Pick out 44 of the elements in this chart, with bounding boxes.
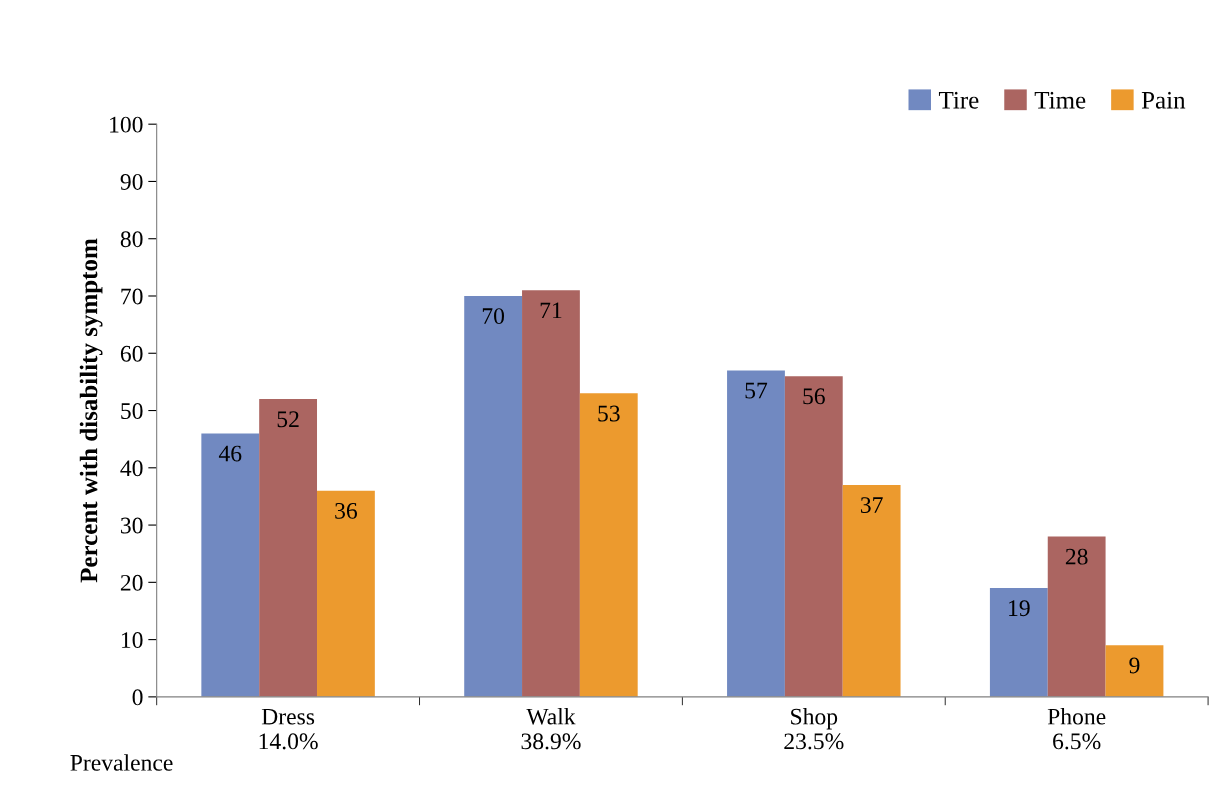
y-tick-label: 10 <box>121 632 143 649</box>
y-tick-label: 20 <box>120 574 143 591</box>
bar <box>1105 645 1164 697</box>
x-tick-label: Dress 14.0% <box>259 708 318 750</box>
bar <box>727 370 785 697</box>
bar <box>784 376 843 697</box>
data-label: 70 <box>482 308 505 325</box>
data-label: 71 <box>540 302 562 319</box>
y-tick-label: 70 <box>121 288 143 305</box>
bar <box>842 484 901 697</box>
y-tick-label: 60 <box>120 345 143 362</box>
legend-label: Pain <box>1141 91 1186 109</box>
bar <box>201 433 260 697</box>
bar <box>259 399 318 697</box>
y-tick-label: 50 <box>121 403 143 419</box>
y-tick-label: 40 <box>120 460 143 477</box>
text: Prevalence <box>70 754 173 771</box>
data-label: 52 <box>277 411 299 428</box>
data-label: 56 <box>803 388 825 405</box>
legend-label: Time <box>1034 91 1086 109</box>
bar <box>464 295 523 697</box>
x-tick-label: Phone 6.5% <box>1047 707 1106 750</box>
data-label: 46 <box>218 445 242 462</box>
data-label: 19 <box>1009 600 1030 617</box>
data-label: 53 <box>598 405 620 422</box>
y-tick-label: 90 <box>120 173 143 190</box>
bar <box>989 588 1048 697</box>
legend-label: Tire <box>938 91 979 109</box>
data-label: 28 <box>1065 548 1088 565</box>
y-tick-label: 80 <box>120 231 143 248</box>
x-tick-label: Shop 23.5% <box>784 707 844 750</box>
y-tick-label: 0 <box>132 689 143 706</box>
y-tick-label: 30 <box>121 517 143 534</box>
x-tick-label: Walk 38.9% <box>521 707 581 750</box>
bar <box>579 393 638 697</box>
data-label: 36 <box>335 502 358 519</box>
data-label: 9 <box>1129 657 1140 674</box>
y-tick-label: 100 <box>110 116 143 133</box>
bar <box>317 490 375 697</box>
bar <box>522 290 580 697</box>
data-label: 57 <box>745 382 768 399</box>
data-label: 37 <box>860 497 883 514</box>
y-axis-title: Percent with disability symptom <box>79 238 103 583</box>
bar <box>1047 536 1106 697</box>
